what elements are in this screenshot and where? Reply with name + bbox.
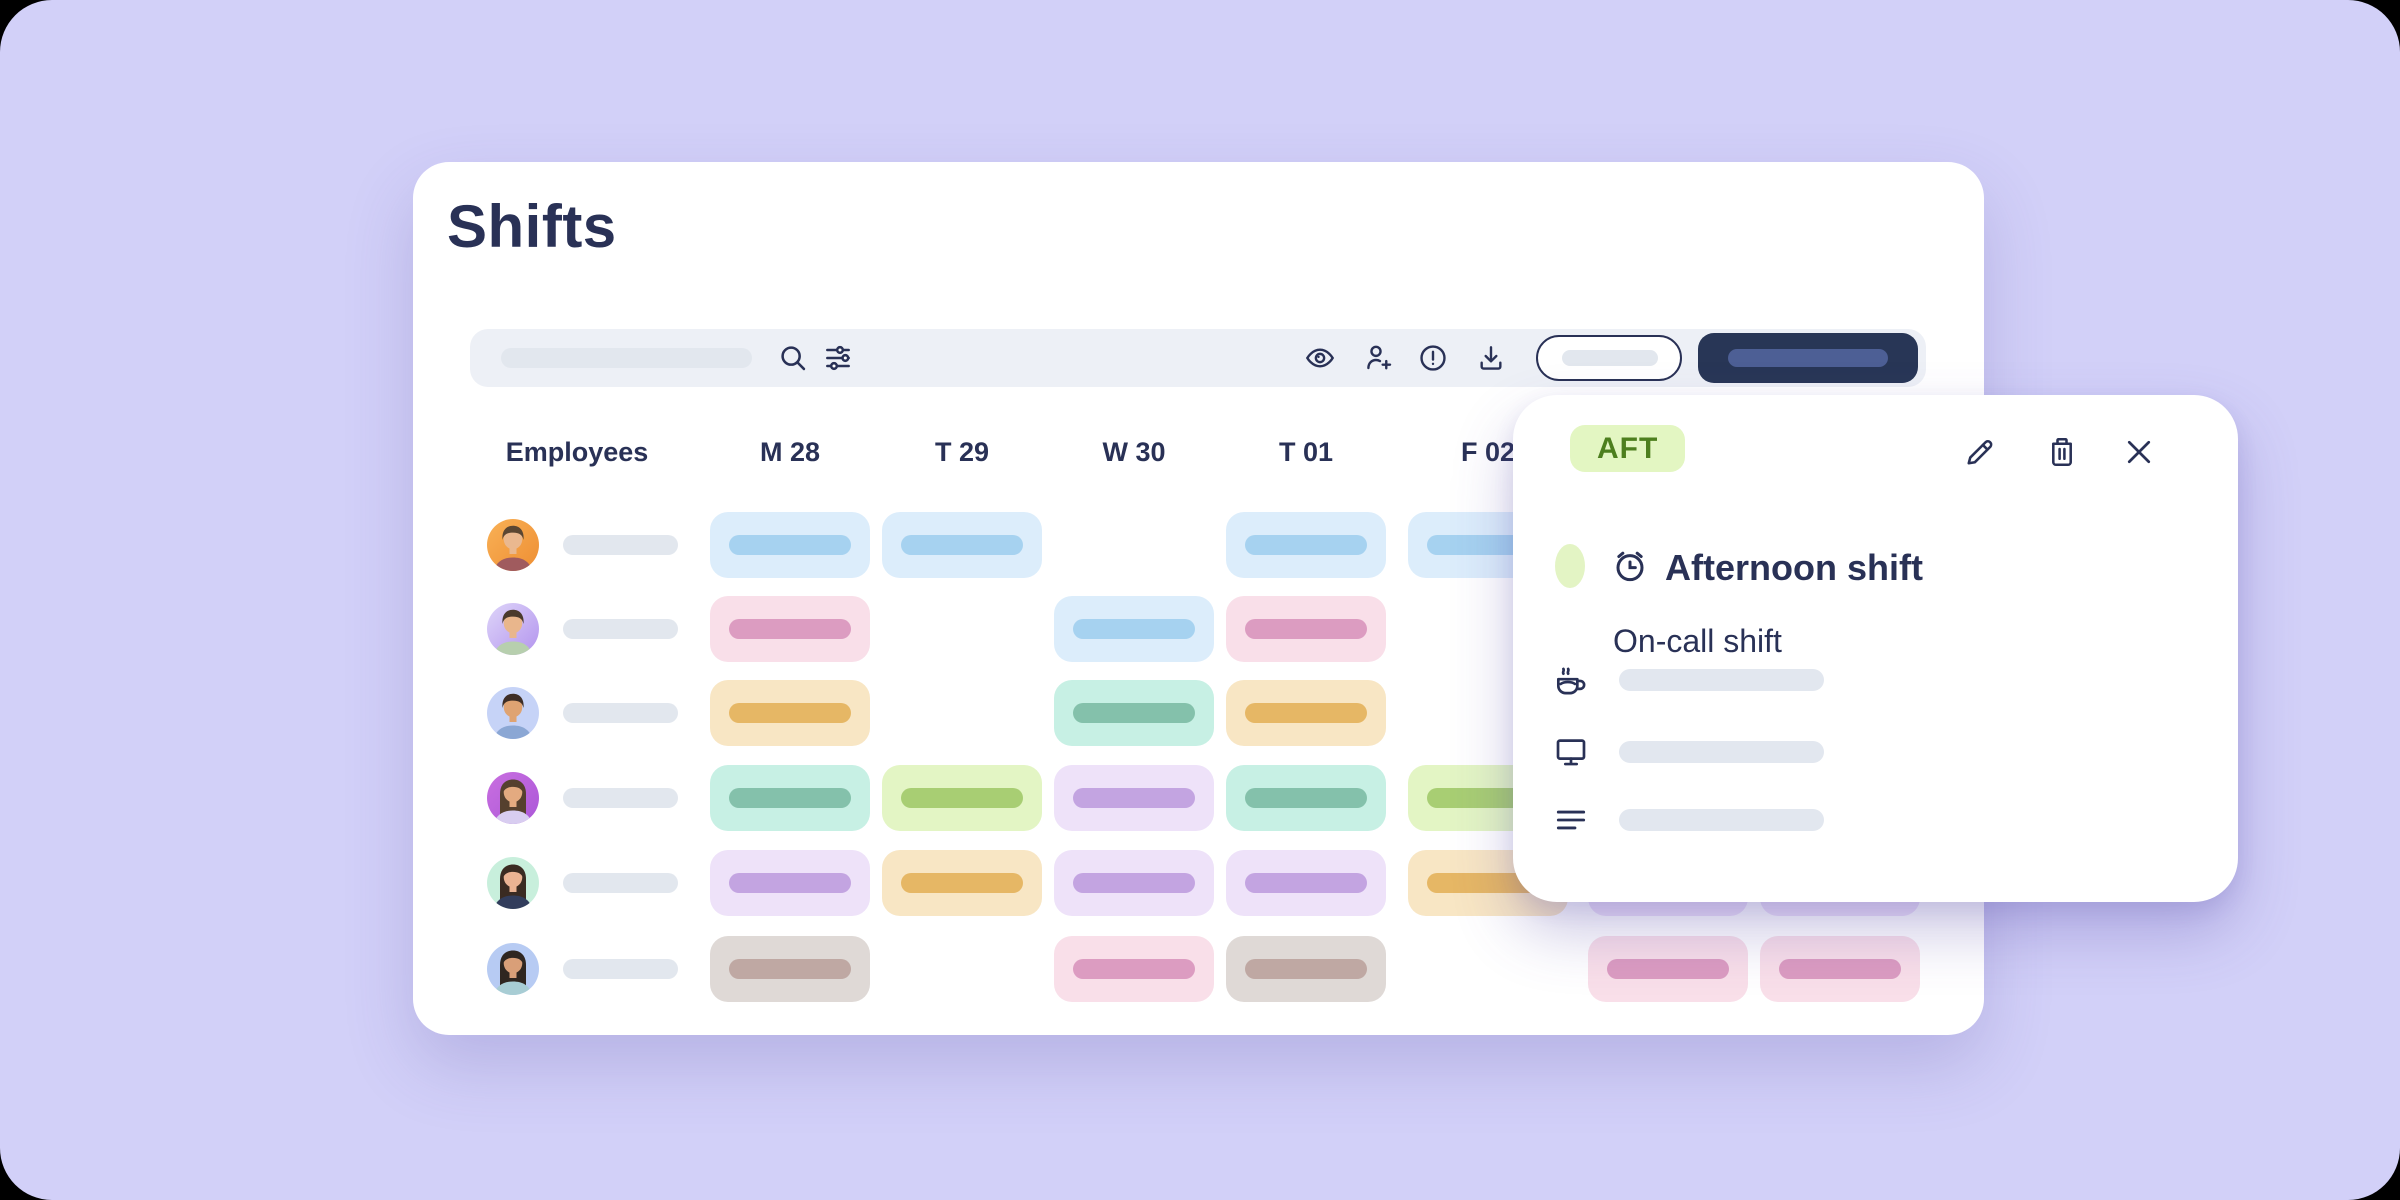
day-header: F 02 bbox=[1460, 437, 1516, 467]
shift-cell-placeholder bbox=[729, 873, 851, 893]
shift-cell-placeholder bbox=[901, 535, 1023, 555]
employee-avatar bbox=[487, 943, 539, 995]
employee-name-placeholder bbox=[563, 788, 678, 808]
employees-header: Employees bbox=[505, 437, 649, 467]
primary-button-placeholder bbox=[1728, 349, 1888, 367]
shift-cell-purple[interactable] bbox=[1054, 850, 1214, 916]
shift-cell-placeholder bbox=[1073, 619, 1195, 639]
edit-pencil-icon[interactable] bbox=[1962, 434, 1998, 470]
day-header: M 28 bbox=[759, 437, 821, 467]
shift-cell-orange[interactable] bbox=[710, 680, 870, 746]
employee-name-placeholder bbox=[563, 619, 678, 639]
search-icon[interactable] bbox=[777, 342, 809, 374]
shift-cell-placeholder bbox=[1073, 873, 1195, 893]
shift-time-placeholder bbox=[1619, 669, 1824, 691]
shift-cell-blue[interactable] bbox=[1054, 596, 1214, 662]
shift-cell-pink[interactable] bbox=[1054, 936, 1214, 1002]
shift-cell-blue[interactable] bbox=[882, 512, 1042, 578]
employee-avatar bbox=[487, 772, 539, 824]
shift-cell-teal[interactable] bbox=[1054, 680, 1214, 746]
employee-avatar bbox=[487, 519, 539, 571]
shift-cell-purple[interactable] bbox=[1226, 850, 1386, 916]
shift-cell-placeholder bbox=[729, 619, 851, 639]
day-header: T 01 bbox=[1278, 437, 1334, 467]
search-input[interactable] bbox=[501, 348, 752, 368]
shift-cell-blue[interactable] bbox=[710, 512, 870, 578]
shift-cell-teal[interactable] bbox=[1226, 765, 1386, 831]
secondary-button[interactable] bbox=[1536, 335, 1682, 381]
shift-cell-blue[interactable] bbox=[1226, 512, 1386, 578]
download-icon[interactable] bbox=[1475, 342, 1507, 374]
page-title: Shifts bbox=[447, 193, 617, 260]
shift-cell-teal[interactable] bbox=[710, 765, 870, 831]
employee-name-placeholder bbox=[563, 535, 678, 555]
shift-cell-placeholder bbox=[1245, 535, 1367, 555]
shift-job-placeholder bbox=[1619, 741, 1824, 763]
shift-cell-placeholder bbox=[1779, 959, 1901, 979]
shift-cell-placeholder bbox=[1245, 788, 1367, 808]
shift-cell-purple[interactable] bbox=[1054, 765, 1214, 831]
employee-name-placeholder bbox=[563, 873, 678, 893]
day-header: W 30 bbox=[1102, 437, 1166, 467]
shift-cell-placeholder bbox=[1073, 959, 1195, 979]
shift-cell-pink[interactable] bbox=[710, 596, 870, 662]
shift-cell-placeholder bbox=[1245, 619, 1367, 639]
employee-avatar bbox=[487, 687, 539, 739]
alarm-clock-icon bbox=[1610, 546, 1650, 586]
shift-cell-placeholder bbox=[901, 788, 1023, 808]
trash-icon[interactable] bbox=[2044, 434, 2080, 470]
employee-name-placeholder bbox=[563, 703, 678, 723]
shift-cell-placeholder bbox=[729, 959, 851, 979]
shift-cell-placeholder bbox=[901, 873, 1023, 893]
notes-icon bbox=[1552, 801, 1590, 839]
shift-cell-lime[interactable] bbox=[882, 765, 1042, 831]
filter-sliders-icon[interactable] bbox=[822, 342, 854, 374]
shift-cell-taupe[interactable] bbox=[710, 936, 870, 1002]
shift-color-dot bbox=[1555, 544, 1585, 588]
employee-avatar bbox=[487, 857, 539, 909]
secondary-button-placeholder bbox=[1562, 350, 1658, 366]
shift-notes-placeholder bbox=[1619, 809, 1824, 831]
shift-cell-pink[interactable] bbox=[1226, 596, 1386, 662]
shift-details-popup: AFT Afternoon shift bbox=[1513, 395, 2238, 902]
shift-cell-purple[interactable] bbox=[710, 850, 870, 916]
shift-cell-placeholder bbox=[729, 535, 851, 555]
shift-cell-placeholder bbox=[1245, 959, 1367, 979]
shift-cell-pink[interactable] bbox=[1760, 936, 1920, 1002]
eye-icon[interactable] bbox=[1304, 342, 1336, 374]
monitor-icon bbox=[1552, 733, 1590, 771]
person-add-icon[interactable] bbox=[1362, 342, 1394, 374]
shift-code-badge: AFT bbox=[1570, 425, 1686, 472]
employee-name-placeholder bbox=[563, 959, 678, 979]
shift-cell-placeholder bbox=[729, 703, 851, 723]
shift-cell-placeholder bbox=[1245, 873, 1367, 893]
shift-cell-placeholder bbox=[1073, 703, 1195, 723]
shift-cell-taupe[interactable] bbox=[1226, 936, 1386, 1002]
shift-title: Afternoon shift bbox=[1665, 547, 1923, 588]
shift-subtitle: On-call shift bbox=[1613, 623, 1782, 659]
employee-avatar bbox=[487, 603, 539, 655]
primary-button[interactable] bbox=[1698, 333, 1918, 383]
shift-cell-placeholder bbox=[1245, 703, 1367, 723]
alert-icon[interactable] bbox=[1417, 342, 1449, 374]
shift-cell-placeholder bbox=[1607, 959, 1729, 979]
toolbar bbox=[470, 329, 1926, 387]
shift-cell-orange[interactable] bbox=[1226, 680, 1386, 746]
shift-cell-orange[interactable] bbox=[882, 850, 1042, 916]
day-header: T 29 bbox=[934, 437, 990, 467]
shift-cell-placeholder bbox=[1073, 788, 1195, 808]
shift-cell-placeholder bbox=[729, 788, 851, 808]
close-icon[interactable] bbox=[2121, 434, 2157, 470]
shift-cell-pink[interactable] bbox=[1588, 936, 1748, 1002]
coffee-icon bbox=[1552, 661, 1590, 699]
